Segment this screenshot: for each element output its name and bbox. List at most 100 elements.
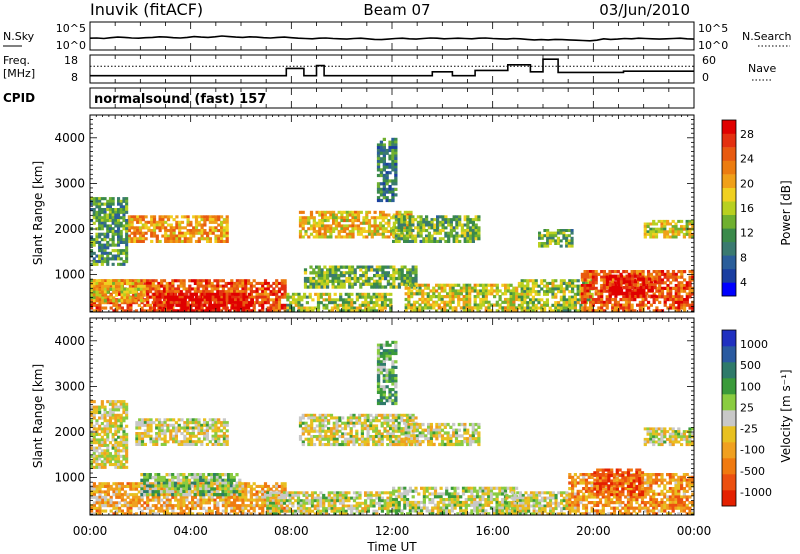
heatmap-cell: [140, 484, 144, 488]
heatmap-cell: [176, 290, 181, 294]
heatmap-cell: [146, 303, 150, 307]
heatmap-cell: [466, 223, 470, 227]
heatmap-cell: [179, 482, 183, 486]
heatmap-cell: [468, 300, 472, 304]
heatmap-cell: [120, 279, 124, 283]
heatmap-cell: [366, 493, 370, 497]
heatmap-cell: [98, 260, 102, 264]
heatmap-cell: [275, 279, 279, 283]
heatmap-cell: [376, 154, 381, 158]
heatmap-cell: [523, 306, 527, 310]
heatmap-cell: [221, 495, 225, 499]
heatmap-cell: [178, 239, 182, 243]
nsearch-tick-top: 10^5: [698, 22, 728, 35]
heatmap-cell: [244, 506, 248, 510]
heatmap-cell: [191, 498, 195, 502]
heatmap-cell: [129, 301, 133, 305]
heatmap-cell: [122, 216, 126, 220]
heatmap-cell: [147, 220, 151, 224]
heatmap-cell: [200, 223, 204, 227]
heatmap-cell: [101, 490, 105, 494]
heatmap-cell: [134, 284, 138, 289]
heatmap-cell: [280, 306, 284, 310]
heatmap-cell: [141, 223, 145, 227]
heatmap-cell: [109, 498, 113, 502]
heatmap-cell: [353, 309, 357, 313]
heatmap-cell: [608, 294, 612, 298]
heatmap-cell: [118, 495, 122, 499]
heatmap-cell: [120, 482, 124, 486]
heatmap-cell: [101, 509, 105, 513]
heatmap-cell: [469, 229, 473, 233]
heatmap-cell: [589, 303, 593, 307]
heatmap-cell: [526, 295, 530, 299]
heatmap-cell: [653, 286, 657, 290]
heatmap-cell: [222, 229, 226, 233]
heatmap-cell: [391, 151, 395, 155]
heatmap-cell: [460, 229, 464, 233]
heatmap-cell: [448, 295, 452, 299]
heatmap-cell: [454, 289, 458, 293]
heatmap-cell: [308, 512, 312, 516]
heatmap-cell: [317, 276, 321, 281]
heatmap-cell: [92, 301, 96, 305]
heatmap-cell: [313, 496, 317, 500]
heatmap-cell: [228, 292, 232, 296]
heatmap-cell: [179, 495, 183, 499]
heatmap-cell: [115, 482, 119, 486]
heatmap-cell: [158, 295, 162, 299]
heatmap-cell: [204, 481, 208, 485]
heatmap-cell: [312, 229, 316, 233]
heatmap-cell: [540, 281, 544, 285]
heatmap-cell: [285, 509, 289, 513]
heatmap-cell: [613, 306, 618, 310]
heatmap-cell: [415, 292, 419, 296]
heatmap-cell: [185, 490, 189, 494]
heatmap-cell: [403, 279, 407, 283]
heatmap-cell: [90, 495, 94, 499]
heatmap-cell: [605, 272, 609, 276]
heatmap-cell: [685, 303, 689, 307]
heatmap-cell: [277, 281, 282, 285]
heatmap-cell: [554, 295, 558, 299]
heatmap-cell: [633, 309, 637, 313]
heatmap-cell: [298, 229, 303, 233]
heatmap-cell: [407, 286, 411, 290]
heatmap-cell: [142, 279, 146, 283]
heatmap-cell: [419, 226, 423, 230]
heatmap-cell: [151, 284, 155, 288]
heatmap-cell: [280, 284, 284, 288]
heatmap-cell: [416, 215, 420, 219]
heatmap-cell: [305, 295, 309, 299]
heatmap-cell: [230, 501, 234, 505]
heatmap-cell: [188, 501, 192, 505]
heatmap-cell: [225, 237, 229, 241]
colorbar-segment: [722, 133, 736, 148]
heatmap-cell: [663, 225, 667, 229]
heatmap-cell: [172, 229, 176, 233]
heatmap-cell: [159, 478, 164, 482]
heatmap-cell: [108, 197, 112, 201]
nsky-series-line: [89, 35, 695, 42]
heatmap-cell: [383, 499, 387, 503]
heatmap-cell: [188, 287, 192, 291]
heatmap-cell: [367, 292, 371, 296]
heatmap-cell: [330, 491, 334, 495]
heatmap-cell: [277, 509, 281, 513]
heatmap-cell: [90, 504, 94, 508]
heatmap-cell: [146, 292, 150, 296]
heatmap-cell: [435, 300, 439, 304]
heatmap-cell: [390, 232, 394, 236]
heatmap-cell: [354, 224, 358, 228]
heatmap-cell: [117, 287, 121, 291]
heatmap-cell: [455, 223, 459, 227]
heatmap-cell: [249, 490, 253, 494]
heatmap-cell: [186, 237, 190, 241]
heatmap-cell: [666, 306, 670, 310]
heatmap-cell: [390, 229, 394, 233]
heatmap-cell: [199, 484, 203, 488]
heatmap-cell: [90, 287, 94, 291]
heatmap-cell: [685, 225, 689, 229]
heatmap-cell: [451, 306, 455, 310]
heatmap-cell: [633, 298, 637, 302]
